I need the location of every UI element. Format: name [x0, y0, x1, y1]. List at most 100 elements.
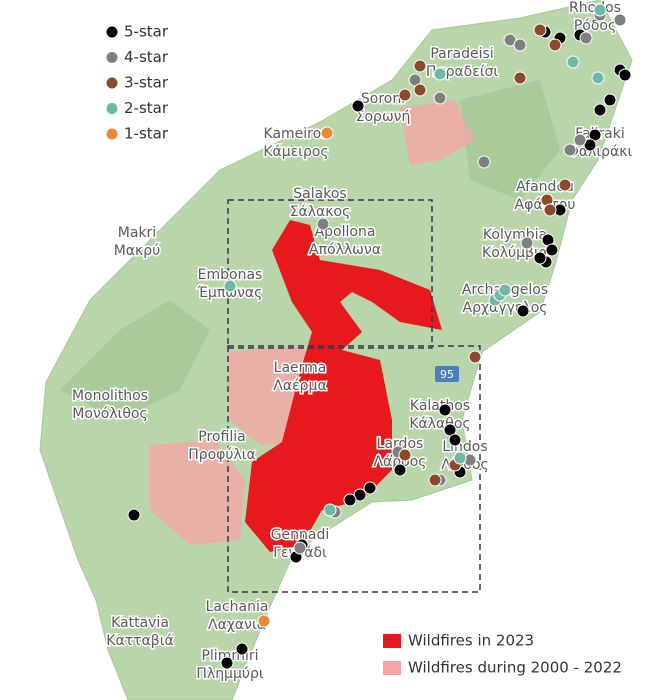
hotel-marker — [257, 614, 271, 628]
place-name: Laerma — [274, 360, 327, 376]
place-name: Kameiros — [264, 126, 329, 142]
place-name: Kolymbia — [483, 227, 547, 243]
hotel-marker — [448, 433, 462, 447]
hotel-marker — [593, 103, 607, 117]
place-name: Apollona — [315, 224, 376, 240]
hotel-marker — [593, 3, 607, 17]
place-name: Paradeisi — [430, 46, 493, 62]
place-name: Salakos — [293, 186, 346, 202]
hotel-marker — [533, 23, 547, 37]
hills — [60, 300, 210, 420]
place-name: Lardos — [377, 436, 424, 452]
hotel-marker — [323, 503, 337, 517]
hotel-marker — [316, 217, 330, 231]
hotel-marker — [613, 13, 627, 27]
place-name: Gennadi — [271, 527, 330, 543]
place-local-name: Φαλιράκι — [568, 144, 633, 160]
hotel-marker — [453, 451, 467, 465]
place-name: Kattavia — [111, 615, 169, 631]
hotel-marker — [398, 88, 412, 102]
hotel-marker — [393, 463, 407, 477]
place-local-name: Κάμειρος — [263, 144, 328, 160]
place-local-name: Απόλλωνα — [309, 242, 381, 258]
place-name: Profilia — [198, 429, 245, 445]
place-name: Makri — [118, 225, 156, 241]
place-local-name: Λάρδος — [373, 454, 426, 470]
legend-swatch — [383, 634, 401, 648]
place-local-name: Αρχάγγελος — [463, 300, 548, 316]
hotel-marker — [351, 99, 365, 113]
legend-label: 5-star — [124, 23, 169, 41]
road-shield — [435, 366, 459, 382]
place-local-name: Κολύμβια — [482, 245, 548, 261]
road-label: 95 — [440, 368, 454, 381]
legend-label: Wildfires in 2023 — [408, 632, 534, 650]
place-local-name: Κάλαθος — [409, 416, 470, 432]
legend-swatch — [383, 661, 401, 675]
legend-marker — [105, 102, 119, 115]
place-name: Monolithos — [72, 388, 148, 404]
hotel-marker — [591, 71, 605, 85]
hotel-marker — [428, 473, 442, 487]
hotel-marker — [543, 203, 557, 217]
legend-label: 3-star — [124, 74, 169, 92]
hotel-marker — [320, 126, 334, 140]
hotel-marker — [558, 178, 572, 192]
place-local-name: Λαχανιά — [208, 617, 266, 633]
hotel-marker — [413, 59, 427, 73]
hotel-marker — [545, 243, 559, 257]
wildfire-old — [400, 100, 475, 165]
hills — [460, 80, 560, 200]
hotel-marker — [513, 38, 527, 52]
hotel-marker — [513, 71, 527, 85]
place-name: Lachania — [206, 599, 269, 615]
hotel-marker — [293, 541, 307, 555]
legend-marker — [105, 127, 119, 141]
place-local-name: Σορωνή — [356, 109, 411, 125]
place-name: Embonas — [198, 267, 263, 283]
hotel-marker — [363, 481, 377, 495]
hotel-marker — [618, 68, 632, 82]
legend-label: 2-star — [124, 99, 169, 117]
hotel-marker — [520, 236, 534, 250]
hotel-marker — [563, 143, 577, 157]
wildfire-2023 — [245, 220, 442, 552]
place-local-name: Έμπωνας — [197, 285, 263, 301]
hotel-marker — [223, 279, 237, 293]
hotel-marker — [548, 38, 562, 52]
hotel-marker — [579, 31, 593, 45]
hotel-marker — [533, 251, 547, 265]
hotel-marker — [498, 283, 512, 297]
place-local-name: Κατταβιά — [106, 633, 173, 649]
place-local-name: Προφύλια — [188, 447, 256, 463]
place-local-name: Μονόλιθος — [72, 406, 147, 422]
hotel-marker — [433, 67, 447, 81]
wildfire-old — [150, 440, 245, 545]
zoom-box — [227, 345, 481, 593]
hotel-marker — [433, 91, 447, 105]
hotel-marker — [343, 493, 357, 507]
hotel-marker — [235, 642, 249, 656]
hotel-marker — [438, 403, 452, 417]
place-local-name: Πλημμύρι — [196, 666, 263, 682]
legend-label: Wildfires during 2000 - 2022 — [408, 659, 622, 677]
hotel-marker — [603, 93, 617, 107]
hotel-marker — [468, 350, 482, 364]
place-local-name: Σάλακος — [290, 204, 351, 220]
place-local-name: Μακρύ — [114, 243, 161, 259]
hotel-marker — [477, 155, 491, 169]
hotel-marker — [516, 304, 530, 318]
legend-marker — [105, 25, 119, 39]
hotel-marker — [220, 656, 234, 670]
place-local-name: Λαέρμα — [273, 378, 326, 394]
legend-label: 4-star — [124, 48, 169, 66]
hotel-marker — [413, 83, 427, 97]
legend-label: 1-star — [124, 125, 169, 143]
hotel-marker — [398, 448, 412, 462]
hotel-marker — [566, 55, 580, 69]
place-name: Soroni — [361, 91, 405, 107]
legend-marker — [105, 51, 119, 64]
zoom-box — [227, 199, 433, 349]
hotel-marker — [127, 508, 141, 522]
